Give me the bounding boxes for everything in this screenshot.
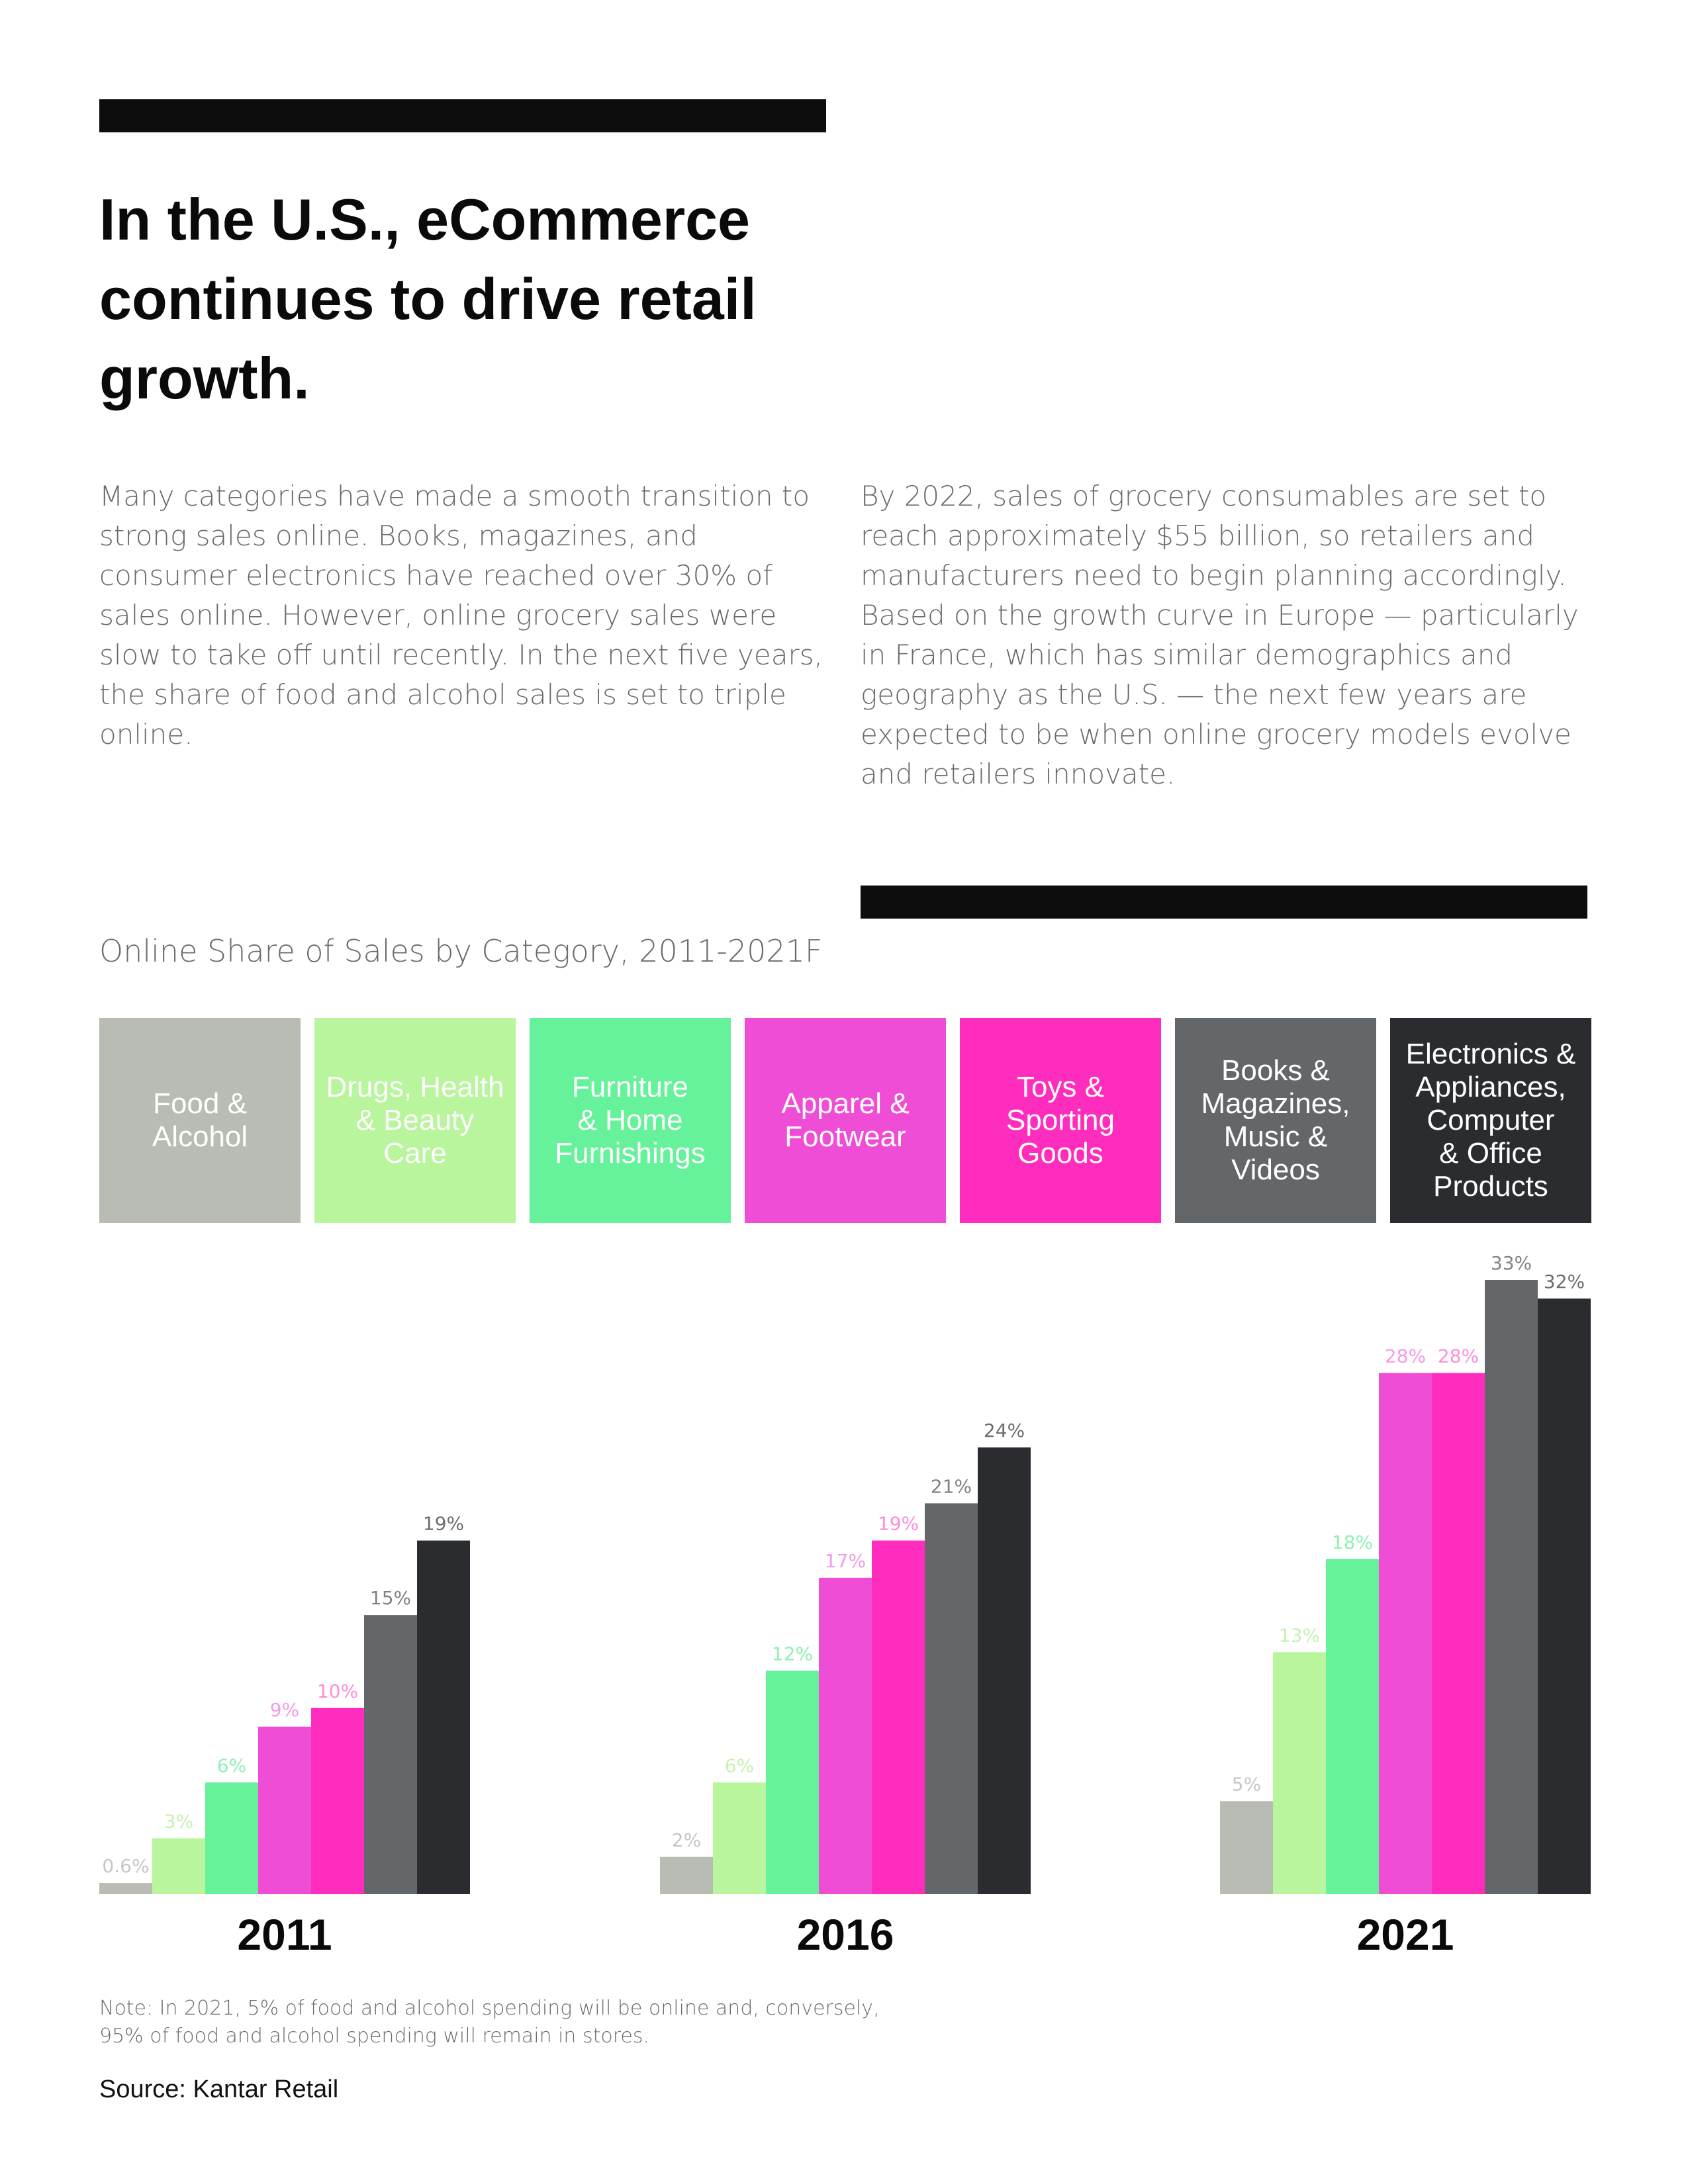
legend-label: Books & Magazines, Music & Videos: [1201, 1054, 1350, 1186]
mid-accent-bar: [861, 886, 1587, 919]
legend-item-4: Apparel & Footwear: [745, 1018, 946, 1223]
bar-value-label: 3%: [164, 1811, 193, 1833]
bar-value-label: 28%: [1438, 1345, 1479, 1367]
legend-item-1: Food & Alcohol: [99, 1018, 301, 1223]
bar-value-label: 13%: [1279, 1624, 1320, 1646]
x-tick-label: 2021: [1357, 1910, 1454, 1959]
bar: [1485, 1280, 1538, 1894]
bar-value-label: 15%: [370, 1587, 411, 1609]
bar-value-label: 18%: [1332, 1531, 1373, 1553]
bar-value-label: 12%: [772, 1643, 813, 1665]
bar: [152, 1838, 205, 1894]
bar: [258, 1726, 311, 1894]
bar: [978, 1447, 1031, 1894]
bar: [417, 1540, 470, 1894]
legend-label: Toys & Sporting Goods: [1006, 1071, 1115, 1169]
bar-value-label: 17%: [825, 1550, 866, 1572]
bar-value-label: 5%: [1232, 1773, 1261, 1795]
bar: [364, 1615, 417, 1894]
bar-value-label: 21%: [931, 1475, 972, 1497]
bar-value-label: 6%: [725, 1754, 754, 1776]
chart-note: Note: In 2021, 5% of food and alcohol sp…: [99, 1997, 880, 2048]
bar-value-label: 10%: [317, 1680, 358, 1702]
legend-item-6: Books & Magazines, Music & Videos: [1175, 1018, 1376, 1223]
legend-label: Apparel & Footwear: [781, 1087, 910, 1153]
bar-value-label: 33%: [1491, 1252, 1532, 1274]
bar-value-label: 19%: [423, 1513, 464, 1535]
bar-value-label: 28%: [1385, 1345, 1426, 1367]
bar: [1432, 1373, 1485, 1894]
headline: In the U.S., eCommerce continues to driv…: [99, 187, 757, 411]
top-accent-bar: [99, 99, 826, 132]
bar: [1273, 1652, 1326, 1894]
bar: [819, 1577, 872, 1894]
bar-value-label: 6%: [217, 1754, 246, 1776]
legend-item-3: Furniture & Home Furnishings: [530, 1018, 731, 1223]
bar: [925, 1503, 978, 1894]
bar: [872, 1540, 925, 1894]
bar-value-label: 24%: [984, 1420, 1025, 1441]
paragraph-left: Many categories have made a smooth trans…: [99, 480, 823, 751]
bar: [1326, 1559, 1379, 1894]
legend-label: Electronics & Appliances, Computer & Office…: [1405, 1038, 1576, 1203]
paragraph-right: By 2022, sales of grocery consumables ar…: [861, 480, 1579, 790]
bar: [311, 1707, 364, 1894]
chart-title: Online Share of Sales by Category, 2011-…: [99, 933, 823, 969]
bar-value-label: 19%: [878, 1513, 919, 1535]
legend-item-5: Toys & Sporting Goods: [960, 1018, 1161, 1223]
x-tick-label: 2011: [237, 1910, 332, 1959]
legend-label: Furniture & Home Furnishings: [555, 1071, 706, 1169]
source-credit: Source: Kantar Retail: [99, 2075, 339, 2103]
bar: [205, 1782, 258, 1894]
bar: [713, 1782, 766, 1894]
bar-value-label: 9%: [270, 1699, 299, 1721]
bar: [1538, 1298, 1591, 1894]
x-tick-label: 2016: [797, 1910, 894, 1959]
legend-label: Drugs, Health & Beauty Care: [326, 1071, 504, 1169]
bar-value-label: 32%: [1544, 1271, 1585, 1293]
bar: [1220, 1801, 1273, 1894]
bar-value-label: 2%: [672, 1829, 701, 1851]
bar: [660, 1856, 713, 1894]
legend-item-7: Electronics & Appliances, Computer & Office…: [1390, 1018, 1591, 1223]
bar-value-label: 0.6%: [102, 1855, 149, 1877]
bar: [99, 1883, 152, 1894]
legend-item-2: Drugs, Health & Beauty Care: [314, 1018, 516, 1223]
legend-label: Food & Alcohol: [152, 1087, 248, 1153]
bar: [766, 1670, 819, 1894]
bar: [1379, 1373, 1432, 1894]
